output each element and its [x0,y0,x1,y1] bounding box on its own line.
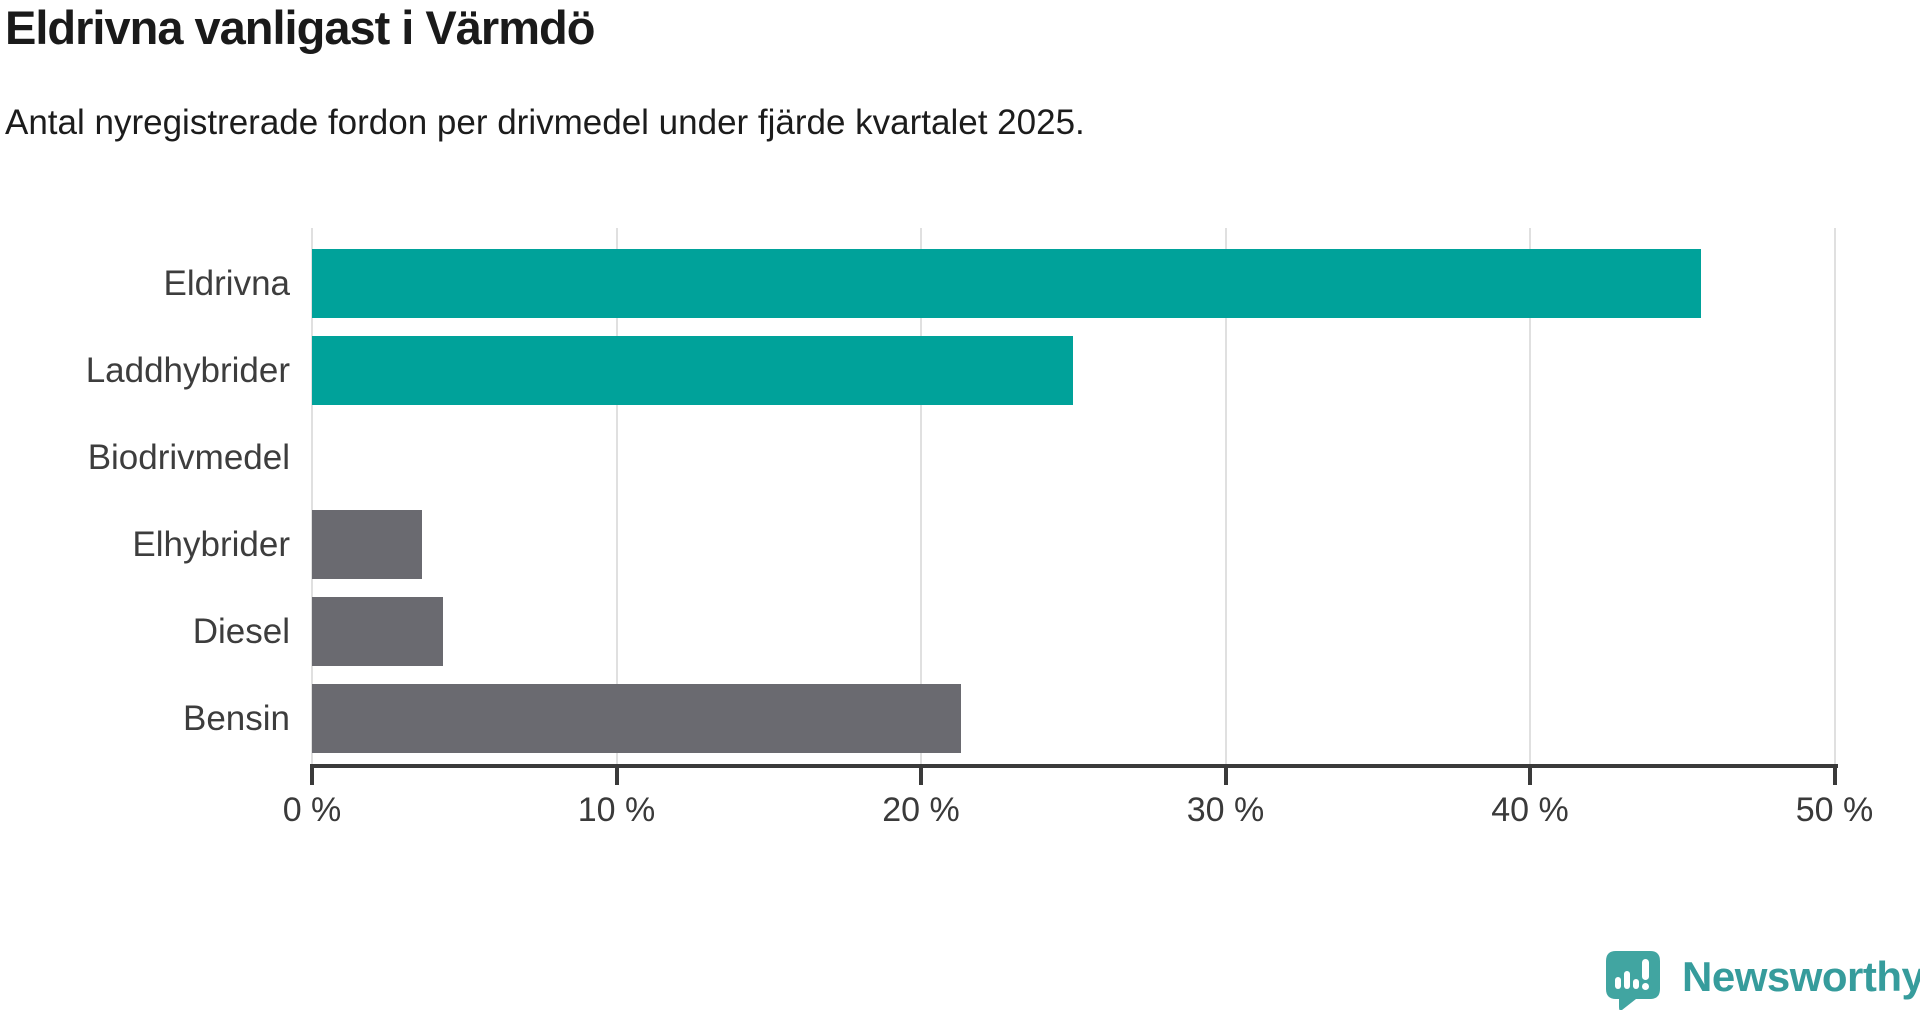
gridline-50 [1833,228,1836,764]
newsworthy-logo: Newsworthy [1606,951,1920,1010]
x-axis-tick-label: 50 % [1795,791,1874,829]
category-label-bensin: Bensin [182,699,290,738]
category-label-laddhybrider: Laddhybrider [85,351,290,390]
x-axis-tick-label: 0 % [282,791,342,829]
bar-elhybrider [312,510,422,579]
newsworthy-wordmark: Newsworthy [1682,953,1920,1000]
newsworthy-pin-chart-icon [1606,951,1660,1010]
x-axis-tick-label: 20 % [882,791,960,829]
gridline-20 [920,228,922,764]
gridline-40 [1529,228,1531,764]
x-axis-tick-30 [1223,764,1228,785]
x-axis-tick-label: 40 % [1491,791,1569,829]
category-label-eldrivna: Eldrivna [163,264,290,303]
category-label-diesel: Diesel [192,612,290,651]
x-axis-tick-40 [1528,764,1532,785]
x-axis-tick-10 [614,764,619,785]
gridline-30 [1224,228,1227,764]
bar-eldrivna [312,249,1701,318]
bar-diesel [312,597,443,666]
bar-laddhybrider [312,336,1074,405]
chart-subtitle: Antal nyregistrerade fordon per drivmede… [5,103,1085,142]
bar-bensin [312,684,961,753]
chart-title: Eldrivna vanligast i Värmdö [5,1,595,54]
category-label-elhybrider: Elhybrider [132,525,290,564]
x-axis-tick-20 [919,764,923,785]
x-axis-tick-0 [310,764,314,785]
gridline-0 [311,228,313,764]
x-axis-tick-label: 30 % [1186,791,1265,829]
x-axis-line [310,764,1838,768]
x-axis-tick-label: 10 % [577,791,656,829]
x-axis-tick-50 [1832,764,1837,785]
gridline-10 [615,228,618,764]
category-label-biodrivmedel: Biodrivmedel [87,438,290,477]
